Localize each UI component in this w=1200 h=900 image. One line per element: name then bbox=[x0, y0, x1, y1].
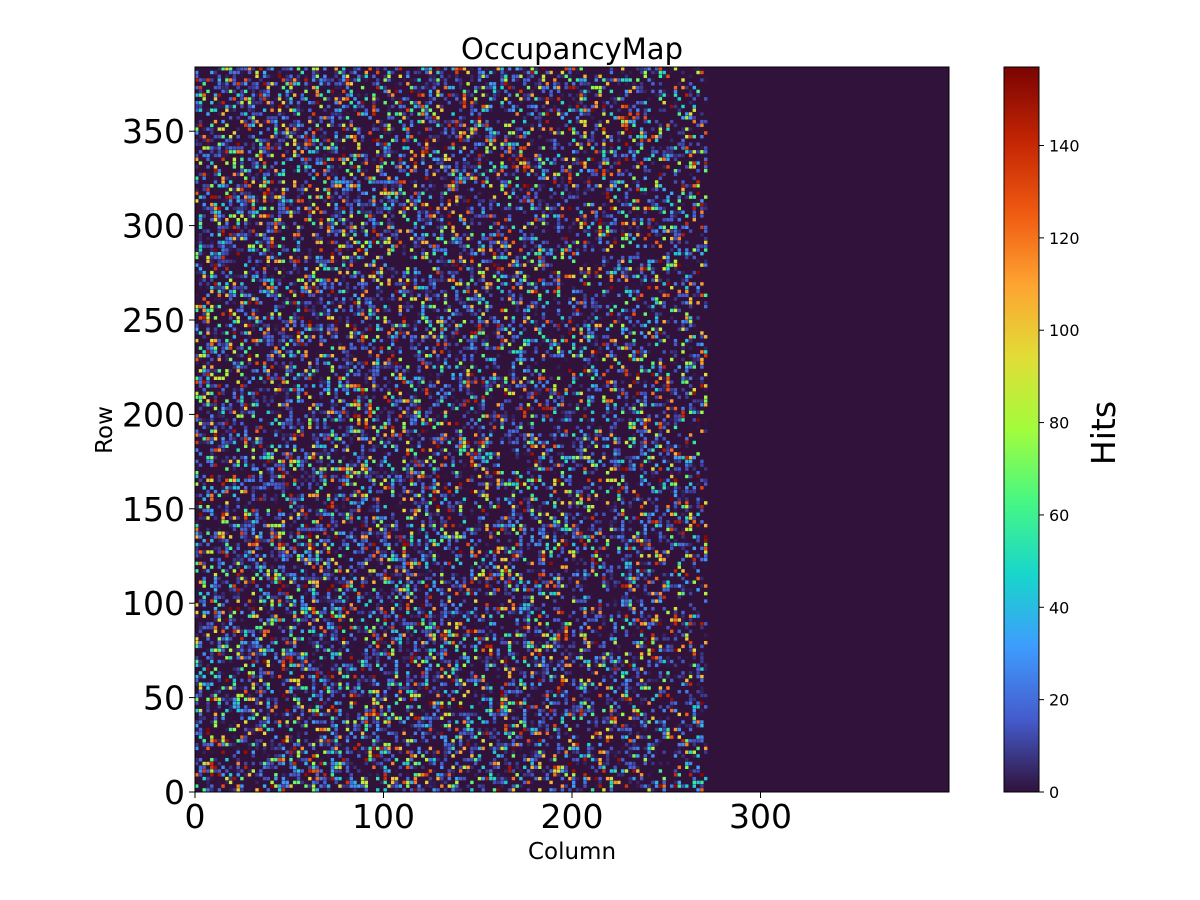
colorbar-tick-label: 120 bbox=[1049, 229, 1080, 248]
heatmap-plot-area bbox=[195, 67, 949, 792]
y-axis-label: Row bbox=[92, 406, 118, 454]
y-tick-label: 350 bbox=[122, 112, 185, 151]
colorbar-tick-label: 80 bbox=[1049, 414, 1069, 433]
x-axis: 0 100 200 300 bbox=[185, 792, 792, 836]
y-tick-label: 150 bbox=[122, 490, 185, 529]
colorbar-tick-label: 0 bbox=[1049, 783, 1059, 802]
colorbar-label: Hits bbox=[1084, 401, 1123, 465]
y-tick-label: 0 bbox=[164, 773, 185, 812]
x-tick-label: 100 bbox=[352, 797, 415, 836]
colorbar-tick-label: 40 bbox=[1049, 598, 1069, 617]
chart-title: OccupancyMap bbox=[461, 32, 683, 66]
y-axis: 0 50 100 150 200 250 300 350 bbox=[122, 112, 195, 812]
y-tick-label: 200 bbox=[122, 395, 185, 434]
colorbar bbox=[1003, 66, 1040, 793]
heatmap-cells bbox=[195, 67, 708, 792]
x-tick-label: 0 bbox=[185, 797, 206, 836]
colorbar-tick-label: 20 bbox=[1049, 691, 1069, 710]
x-tick-label: 300 bbox=[729, 797, 792, 836]
y-tick-label: 250 bbox=[122, 301, 185, 340]
heatmap-background bbox=[195, 67, 949, 792]
colorbar-tick-label: 140 bbox=[1049, 137, 1080, 156]
y-tick-label: 50 bbox=[143, 679, 185, 718]
y-tick-label: 300 bbox=[122, 207, 185, 246]
colorbar-ticks: 0 20 40 60 80 100 120 140 bbox=[1039, 137, 1080, 802]
x-axis-label: Column bbox=[528, 839, 616, 865]
colorbar-tick-label: 60 bbox=[1049, 506, 1069, 525]
colorbar-tick-label: 100 bbox=[1049, 321, 1080, 340]
y-tick-label: 100 bbox=[122, 584, 185, 623]
x-tick-label: 200 bbox=[541, 797, 604, 836]
